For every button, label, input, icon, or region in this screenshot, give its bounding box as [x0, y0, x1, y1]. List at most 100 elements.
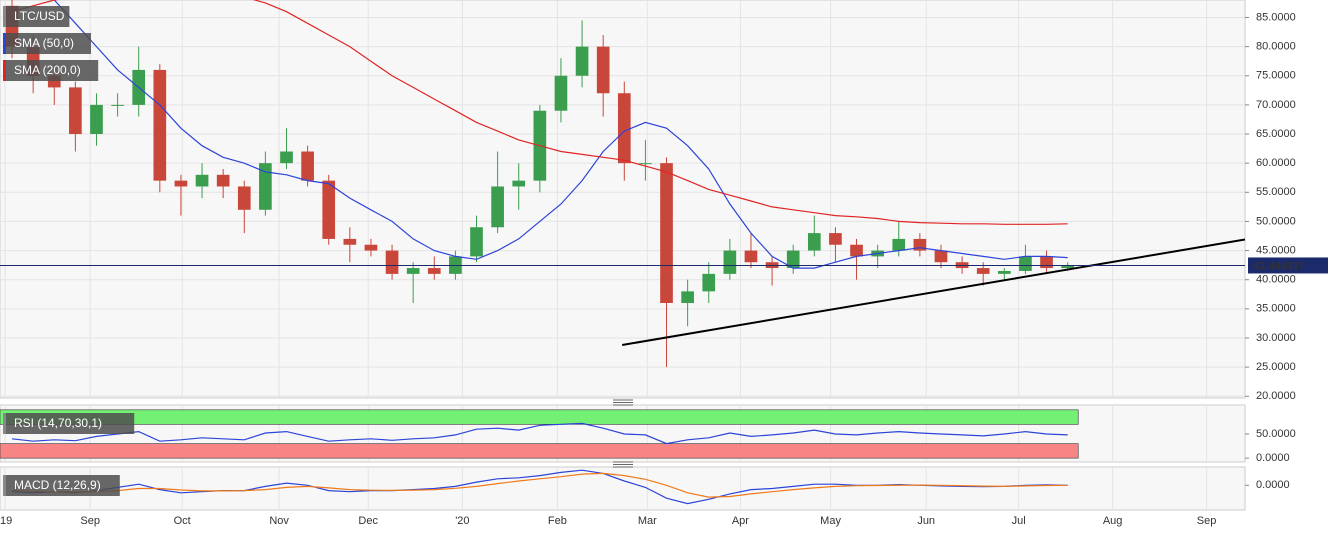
candle-body: [807, 233, 821, 251]
legend-box: [3, 60, 99, 81]
candle-body: [681, 291, 694, 304]
y-tick-label: 0.0000: [1256, 479, 1290, 491]
x-tick-label: Apr: [732, 515, 749, 527]
candle-body: [829, 233, 842, 245]
legend-box: [3, 33, 91, 54]
candle-body: [1040, 256, 1053, 269]
candle-body: [111, 104, 124, 106]
y-tick-label: 85.0000: [1256, 11, 1296, 23]
band: [0, 443, 1079, 459]
band: [0, 409, 1079, 425]
y-tick-label: 65.0000: [1256, 128, 1296, 140]
y-tick-label: 80.0000: [1256, 41, 1296, 53]
x-tick-label: Aug: [1103, 515, 1123, 527]
candle-body: [554, 75, 568, 111]
legend-box: [3, 475, 120, 496]
candle-body: [259, 163, 272, 210]
candle-body: [617, 93, 631, 164]
y-tick-label: 60.0000: [1256, 157, 1296, 169]
last-price-label: 42.444917: [1253, 260, 1305, 272]
candle-body: [195, 174, 209, 187]
candle-body: [237, 186, 251, 210]
x-tick-label: Dec: [358, 515, 378, 527]
candle-body: [153, 69, 167, 181]
candle-body: [850, 244, 863, 257]
candle-body: [301, 151, 314, 181]
macd-pane: [0, 466, 1246, 511]
y-tick-label: 35.0000: [1256, 303, 1296, 315]
indicator-line: [11, 422, 1068, 445]
indicator-line: [53, 0, 1068, 269]
legend-label: LTC/USD: [14, 9, 65, 23]
candle-body: [786, 250, 800, 269]
y-tick-label: 70.0000: [1256, 99, 1296, 111]
candle-body: [976, 268, 990, 274]
candle-body: [892, 238, 906, 251]
y-tick-label: 20.0000: [1256, 390, 1296, 402]
legend-swatch: [3, 475, 6, 496]
candle-body: [997, 270, 1011, 274]
last-price-box: [1248, 257, 1328, 274]
candle-body: [702, 273, 716, 292]
legend-label: RSI (14,70,30,1): [14, 416, 102, 430]
y-tick-label: 75.0000: [1256, 70, 1296, 82]
x-tick-label: Jun: [917, 515, 935, 527]
y-tick-label: 50.0000: [1256, 215, 1296, 227]
candle-body: [596, 46, 610, 94]
x-tick-label: Sep: [80, 515, 100, 527]
candle-body: [470, 227, 483, 257]
candle-body: [1019, 256, 1032, 271]
x-tick-label: Feb: [548, 515, 567, 527]
y-tick-label: 55.0000: [1256, 186, 1296, 198]
y-tick-label: 0.0000: [1256, 452, 1290, 464]
indicator-line: [11, 0, 1068, 225]
x-tick-label: Jul: [1012, 515, 1026, 527]
candle-body: [90, 104, 103, 135]
legend-box: [3, 6, 70, 27]
indicator-line: [11, 472, 1068, 498]
candle-body: [575, 46, 589, 76]
candle-body: [512, 180, 526, 187]
candle-body: [427, 268, 441, 274]
candle-body: [491, 186, 504, 228]
legend-label: SMA (200,0): [14, 63, 81, 77]
candle-body: [216, 174, 230, 187]
legend-label: SMA (50,0): [14, 36, 74, 50]
x-tick-label: '20: [455, 515, 469, 527]
x-tick-label: Nov: [269, 515, 289, 527]
candle-body: [406, 268, 420, 274]
y-tick-label: 30.0000: [1256, 332, 1296, 344]
candle-body: [385, 250, 399, 274]
y-tick-label: 50.0000: [1256, 428, 1296, 440]
candle-body: [913, 238, 927, 251]
candle-body: [174, 180, 188, 187]
legend-swatch: [3, 33, 6, 54]
legend-swatch: [3, 60, 6, 81]
candle-body: [280, 151, 293, 164]
x-tick-label: May: [820, 515, 841, 527]
x-tick-label: '19: [0, 515, 12, 527]
candle-body: [47, 75, 61, 88]
legend-swatch: [3, 413, 6, 434]
y-tick-label: 45.0000: [1256, 244, 1296, 256]
candle-body: [660, 163, 673, 304]
candle-body: [364, 244, 378, 251]
price-pane: [0, 0, 1246, 399]
candle-body: [69, 87, 82, 135]
legend-swatch: [3, 6, 6, 27]
trendline: [622, 238, 1245, 346]
x-tick-label: Oct: [174, 515, 191, 527]
pane-handle: [613, 399, 633, 468]
y-tick-label: 40.0000: [1256, 274, 1296, 286]
candle-body: [343, 238, 357, 245]
candle-body: [639, 163, 652, 165]
candle-body: [322, 180, 336, 239]
x-tick-label: Sep: [1197, 515, 1217, 527]
candle-body: [1061, 265, 1074, 269]
candle-body: [723, 250, 737, 274]
legend-label: MACD (12,26,9): [14, 478, 101, 492]
candle-body: [934, 250, 948, 263]
legend-box: [3, 413, 135, 434]
